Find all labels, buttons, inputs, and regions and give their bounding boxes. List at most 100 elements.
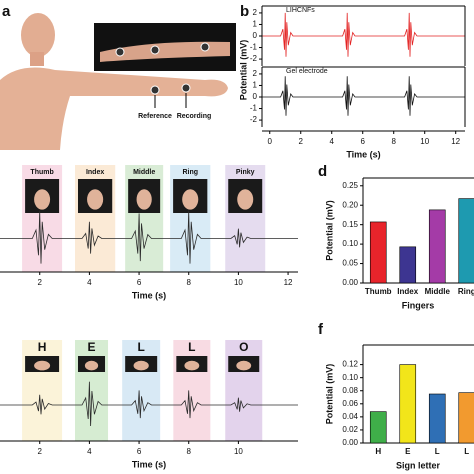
x-tick-label: 8: [187, 447, 192, 456]
y-tick-label: 0.25: [342, 181, 358, 190]
y-tick-label: 0.10: [342, 239, 358, 248]
x-tick-label: 2: [299, 137, 304, 146]
region-label: L: [188, 340, 195, 354]
x-axis-label: Time (s): [132, 290, 166, 300]
panel-label: a: [2, 3, 11, 20]
y-tick-label: 0.20: [342, 200, 358, 209]
bar: [369, 221, 387, 284]
x-tick-label: Ring: [458, 287, 474, 296]
x-tick-label: 10: [420, 137, 429, 146]
region-label: Pinky: [236, 169, 255, 176]
hand-icon: [136, 189, 152, 210]
legend-entry: Gel electrode: [286, 68, 328, 75]
x-tick-label: 6: [360, 137, 365, 146]
electrode: [181, 83, 191, 93]
x-tick-label: Index: [397, 287, 418, 296]
y-tick-label: 0.00: [342, 278, 358, 287]
hand-icon: [184, 360, 200, 371]
x-tick-label: 0: [268, 137, 273, 146]
signal-line: [262, 76, 465, 116]
x-axis-label: Time (s): [132, 459, 166, 469]
x-axis-label: Time (s): [346, 149, 380, 159]
y-axis-label: Potential (mV): [238, 40, 248, 101]
head: [21, 13, 55, 57]
bar: [428, 209, 446, 284]
neck: [30, 52, 44, 66]
panel-label: d: [318, 163, 327, 180]
y-tick-label: 0.05: [342, 259, 358, 268]
x-tick-label: Thumb: [365, 287, 392, 296]
x-tick-label: 6: [137, 278, 142, 287]
electrode: [150, 85, 160, 95]
region-label: L: [138, 340, 145, 354]
x-tick-label: H: [375, 447, 381, 456]
x-tick-label: Middle: [425, 287, 451, 296]
y-tick-label: 0.12: [342, 360, 358, 369]
y-tick-label: 1: [253, 20, 258, 29]
legend-entry: LIHCNFs: [286, 7, 315, 14]
y-tick-label: -1: [250, 43, 258, 52]
bar: [428, 393, 446, 444]
y-tick-label: -2: [250, 54, 258, 63]
inset-electrode: [200, 42, 210, 52]
body-arm: [0, 67, 228, 150]
x-tick-label: 12: [451, 137, 460, 146]
x-tick-label: 12: [284, 278, 293, 287]
hand-icon: [237, 189, 254, 210]
y-tick-label: 2: [253, 69, 258, 78]
y-tick-label: 2: [253, 8, 258, 17]
x-tick-label: 10: [234, 278, 243, 287]
region-label: E: [88, 340, 96, 354]
inset-electrode: [150, 45, 160, 55]
y-axis-label: Potential (mV): [324, 364, 334, 425]
y-tick-label: 0: [253, 92, 258, 101]
region-label: Ring: [182, 169, 198, 176]
x-tick-label: 6: [137, 447, 142, 456]
x-tick-label: 4: [87, 278, 92, 287]
y-tick-label: 0.10: [342, 373, 358, 382]
y-tick-label: -1: [250, 104, 258, 113]
hand-icon: [34, 189, 51, 210]
panel-label: f: [318, 321, 324, 338]
y-tick-label: 0.06: [342, 399, 358, 408]
x-tick-label: L: [464, 447, 469, 456]
hand-icon: [182, 189, 199, 210]
x-tick-label: 8: [187, 278, 192, 287]
x-tick-label: L: [435, 447, 440, 456]
y-tick-label: -2: [250, 115, 258, 124]
y-tick-label: 0.00: [342, 438, 358, 447]
inset-arm: [100, 41, 230, 62]
hand-icon: [236, 360, 252, 371]
region-label: H: [38, 340, 47, 354]
bar: [369, 411, 387, 444]
region-label: Thumb: [30, 169, 53, 176]
bar: [458, 392, 474, 444]
hand-icon: [87, 189, 104, 210]
illustration: Reference Recording: [0, 0, 236, 150]
x-tick-label: 2: [38, 447, 43, 456]
y-tick-label: 0.02: [342, 425, 358, 434]
signal-line: [0, 210, 298, 264]
illustration-label: Reference: [138, 113, 172, 120]
region: [22, 340, 63, 441]
y-tick-label: 0.15: [342, 220, 358, 229]
panel-label: b: [240, 3, 249, 20]
region-label: O: [239, 340, 248, 354]
bar: [399, 246, 417, 284]
x-tick-label: 8: [391, 137, 396, 146]
y-tick-label: 0.08: [342, 386, 358, 395]
hand-icon: [34, 360, 51, 371]
region: [173, 340, 211, 441]
region-label: Index: [86, 169, 104, 176]
inset-electrode: [115, 47, 125, 57]
x-axis-label: Sign letter: [396, 460, 441, 470]
x-tick-label: 2: [38, 278, 43, 287]
region-label: Middle: [133, 169, 155, 176]
x-tick-label: 10: [234, 447, 243, 456]
y-tick-label: 0.04: [342, 412, 358, 421]
x-tick-label: 4: [330, 137, 335, 146]
y-tick-label: 0: [253, 31, 258, 40]
y-tick-label: 1: [253, 81, 258, 90]
